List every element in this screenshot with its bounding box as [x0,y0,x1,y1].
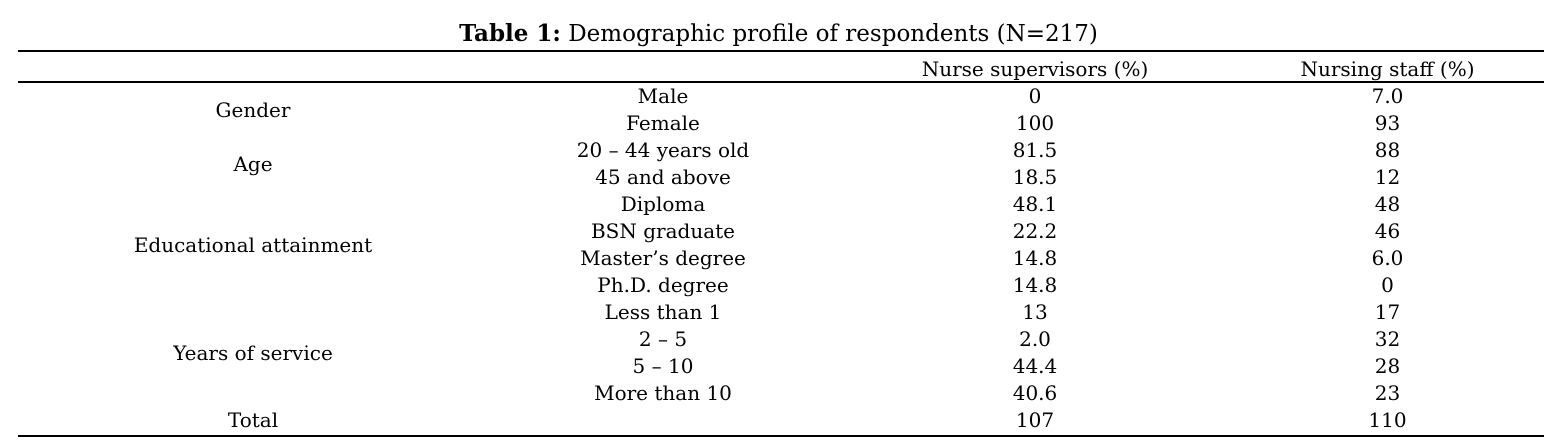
row-staff-value: 28 [1374,354,1401,378]
row-category: Female [626,111,700,135]
row-category: Less than 1 [604,300,722,324]
row-supervisors-value: 18.5 [1012,165,1058,189]
row-category: 45 and above [595,165,731,189]
row-supervisors-value: 100 [1015,111,1055,135]
row-staff-value: 32 [1374,327,1401,351]
row-staff-value: 7.0 [1371,84,1404,108]
row-supervisors-value: 40.6 [1012,381,1058,405]
row-staff-value: 48 [1374,192,1401,216]
total-supervisors-value: 107 [1015,408,1055,432]
row-supervisors-value: 14.8 [1012,273,1058,297]
row-category: BSN graduate [590,219,736,243]
row-staff-value: 6.0 [1371,246,1404,270]
row-category: Master’s degree [580,246,746,270]
row-staff-value: 23 [1374,381,1401,405]
row-supervisors-value: 2.0 [1019,327,1051,351]
row-staff-value: 46 [1374,219,1401,243]
row-supervisors-value: 14.8 [1012,246,1058,270]
row-supervisors-value: 22.2 [1012,219,1058,243]
table-bottom-rule [18,435,1544,437]
group-label-age: Age [233,152,273,176]
header-nursing-staff: Nursing staff (%) [1300,57,1475,81]
row-supervisors-value: 48.1 [1012,192,1058,216]
row-staff-value: 88 [1374,138,1401,162]
row-category: More than 10 [594,381,732,405]
group-label-years-of-service: Years of service [173,341,333,365]
row-staff-value: 12 [1374,165,1401,189]
row-category: 5 – 10 [632,354,694,378]
row-category: Ph.D. degree [597,273,729,297]
row-supervisors-value: 13 [1022,300,1048,324]
group-label-gender: Gender [215,98,291,122]
row-staff-value: 17 [1374,300,1401,324]
row-category: 2 – 5 [638,327,688,351]
row-staff-value: 0 [1381,273,1394,297]
table-top-rule [18,50,1544,52]
total-staff-value: 110 [1368,408,1407,432]
row-supervisors-value: 44.4 [1012,354,1058,378]
row-supervisors-value: 81.5 [1012,138,1058,162]
row-supervisors-value: 0 [1028,84,1042,108]
group-label-education: Educational attainment [133,233,373,257]
table-header-rule [18,81,1544,83]
row-staff-value: 93 [1374,111,1401,135]
row-category: Diploma [620,192,706,216]
table-caption-label: Table 1: [459,20,561,47]
table-caption-text: Demographic profile of respondents (N=21… [560,21,1098,47]
total-label: Total [227,408,279,432]
header-nurse-supervisors: Nurse supervisors (%) [921,57,1149,81]
row-category: 20 – 44 years old [576,138,750,162]
row-category: Male [637,84,689,108]
table-caption: Table 1: Demographic profile of responde… [0,18,1557,50]
